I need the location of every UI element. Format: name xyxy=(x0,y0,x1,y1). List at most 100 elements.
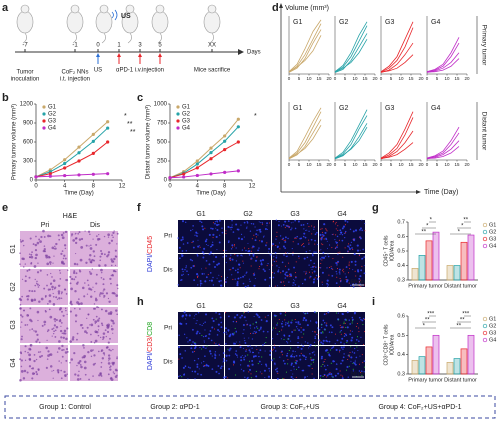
marker-dot xyxy=(328,267,330,269)
dapi-dot xyxy=(350,260,353,263)
y-tick-label: 0.5 xyxy=(397,333,405,339)
dapi-dot xyxy=(218,241,221,244)
nucleus xyxy=(78,269,81,271)
nucleus xyxy=(36,283,39,286)
nucleus xyxy=(49,365,53,368)
data-point xyxy=(106,140,110,144)
dapi-dot xyxy=(283,335,286,337)
dapi-dot xyxy=(274,350,277,352)
dapi-dot xyxy=(248,278,250,280)
dapi-dot xyxy=(297,255,300,258)
nucleus xyxy=(112,236,114,238)
dapi-dot xyxy=(225,261,228,264)
marker-dot xyxy=(272,272,274,274)
nucleus xyxy=(89,272,93,275)
nucleus xyxy=(60,233,64,237)
dapi-dot xyxy=(323,256,325,258)
dapi-dot xyxy=(303,355,306,358)
marker-dot xyxy=(285,252,287,254)
dapi-dot xyxy=(220,279,222,282)
nucleus xyxy=(82,286,85,290)
dapi-dot xyxy=(252,356,255,358)
nucleus xyxy=(76,332,79,335)
dapi-dot xyxy=(201,225,204,228)
nucleus xyxy=(87,350,90,354)
dapi-dot xyxy=(313,377,315,380)
marker-dot xyxy=(348,265,350,267)
marker-dot xyxy=(281,281,283,283)
nucleus xyxy=(58,340,61,343)
legend-label: G1 xyxy=(489,222,496,228)
dapi-dot xyxy=(218,313,221,316)
nucleus xyxy=(60,297,63,300)
dapi-dot xyxy=(178,345,181,348)
marker-dot xyxy=(281,354,283,356)
nucleus xyxy=(90,295,93,298)
x-tick-label: 20 xyxy=(418,162,424,167)
dapi-dot xyxy=(290,364,293,366)
dapi-dot xyxy=(182,273,184,275)
dapi-dot xyxy=(284,236,287,239)
marker-dot xyxy=(339,331,341,333)
dapi-dot xyxy=(308,365,311,367)
marker-dot xyxy=(251,238,253,240)
dapi-dot xyxy=(207,364,210,367)
nucleus xyxy=(93,303,96,305)
nucleus xyxy=(20,240,23,243)
dapi-dot xyxy=(236,271,239,274)
dapi-dot xyxy=(259,221,261,224)
dapi-dot xyxy=(236,356,239,358)
dapi-dot xyxy=(321,256,324,259)
nucleus xyxy=(114,249,117,252)
nucleus xyxy=(61,291,63,294)
nucleus xyxy=(25,295,28,298)
bar xyxy=(460,348,468,375)
dapi-dot xyxy=(327,284,329,286)
nucleus xyxy=(54,247,57,250)
dapi-dot xyxy=(267,331,269,333)
dapi-dot xyxy=(179,353,182,355)
dapi-dot xyxy=(314,337,317,340)
marker-dot xyxy=(319,344,321,346)
nucleus xyxy=(103,294,106,298)
marker-dot xyxy=(326,376,328,378)
dapi-dot xyxy=(260,240,264,243)
mouse-head xyxy=(70,4,80,14)
x-tick-label: 4 xyxy=(63,184,67,190)
dapi-dot xyxy=(199,323,201,326)
marker-dot xyxy=(311,368,313,370)
marker-dot xyxy=(266,242,268,244)
nucleus xyxy=(67,269,69,272)
dapi-dot xyxy=(218,274,220,276)
stain-part: DAPI/ xyxy=(147,352,154,370)
marker-dot xyxy=(302,243,304,245)
nucleus xyxy=(30,261,33,264)
dapi-dot xyxy=(188,314,191,317)
dapi-dot xyxy=(292,254,294,256)
nucleus xyxy=(91,268,94,270)
marker-dot xyxy=(243,312,245,314)
dapi-dot xyxy=(215,311,217,314)
nucleus xyxy=(63,244,67,247)
nucleus xyxy=(94,339,98,343)
dapi-dot xyxy=(189,229,192,232)
dapi-dot xyxy=(313,281,315,283)
nucleus xyxy=(93,341,96,344)
dapi-dot xyxy=(321,326,323,329)
nucleus xyxy=(107,236,110,238)
marker-dot xyxy=(319,377,321,379)
dapi-dot xyxy=(283,254,285,256)
nucleus xyxy=(95,243,98,246)
dapi-dot xyxy=(183,311,186,314)
marker-dot xyxy=(284,239,286,241)
dapi-dot xyxy=(225,359,228,362)
dapi-dot xyxy=(190,347,193,350)
dapi-dot xyxy=(315,251,317,253)
dapi-dot xyxy=(302,354,304,356)
dapi-dot xyxy=(329,354,331,357)
marker-dot xyxy=(314,243,316,245)
growth-curve xyxy=(334,21,368,72)
dapi-dot xyxy=(306,256,309,259)
marker-dot xyxy=(361,354,363,356)
nucleus xyxy=(98,264,101,267)
